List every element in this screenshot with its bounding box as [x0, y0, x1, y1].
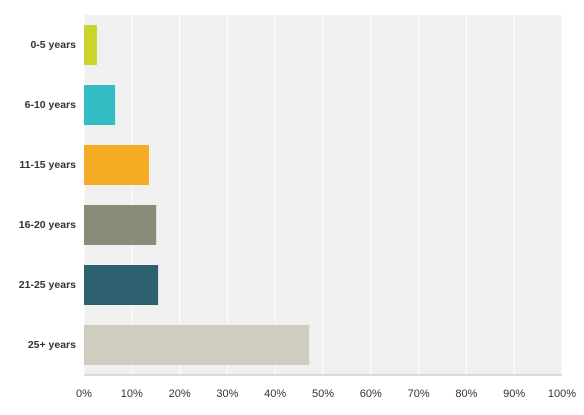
x-tick-label: 50% [312, 388, 334, 400]
x-tick-label: 40% [264, 388, 286, 400]
x-tick-label: 80% [455, 388, 477, 400]
x-tick-label: 90% [503, 388, 525, 400]
y-tick-label: 16-20 years [19, 219, 76, 231]
bar [84, 265, 159, 305]
y-tick-label: 21-25 years [19, 279, 76, 291]
x-tick-label: 30% [216, 388, 238, 400]
x-tick-label: 0% [76, 388, 92, 400]
x-tick-label: 70% [408, 388, 430, 400]
y-tick-label: 25+ years [28, 339, 76, 351]
x-tick-label: 60% [360, 388, 382, 400]
y-tick-label: 11-15 years [19, 159, 76, 171]
bar [84, 145, 150, 185]
bar [84, 325, 310, 365]
y-tick-label: 6-10 years [25, 99, 77, 111]
bar [84, 25, 97, 65]
x-tick-label: 20% [169, 388, 191, 400]
bar [84, 85, 116, 125]
x-tick-label: 10% [121, 388, 143, 400]
y-tick-label: 0-5 years [30, 39, 76, 51]
x-tick-label: 100% [548, 388, 576, 400]
bar [84, 205, 157, 245]
